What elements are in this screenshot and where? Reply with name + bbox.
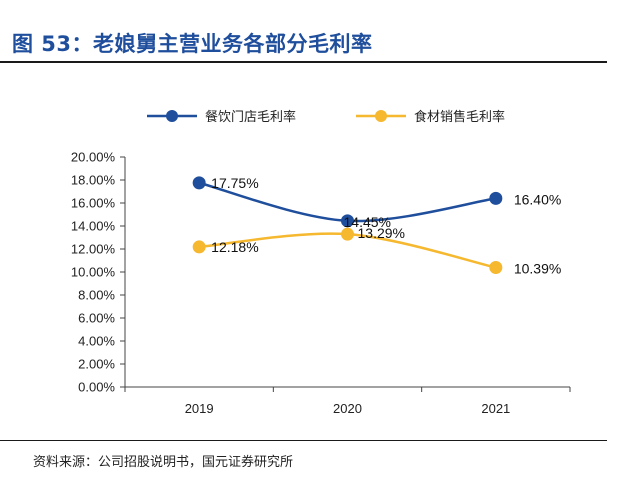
- series-2-point: [192, 240, 206, 254]
- legend-label: 食材销售毛利率: [414, 109, 505, 125]
- series-1-point: [192, 176, 206, 190]
- data-label: 14.45%: [344, 214, 391, 230]
- y-tick-label: 20.00%: [71, 150, 116, 165]
- source-note: 资料来源：公司招股说明书，国元证券研究所: [33, 455, 294, 470]
- y-tick-label: 4.00%: [78, 334, 115, 349]
- y-tick-label: 14.00%: [71, 219, 116, 234]
- y-tick-label: 8.00%: [78, 288, 115, 303]
- data-label: 17.75%: [211, 175, 258, 191]
- source-rule: [0, 440, 607, 441]
- data-label: 12.18%: [211, 239, 258, 255]
- series-layer: [192, 176, 503, 275]
- y-tick-label: 16.00%: [71, 196, 116, 211]
- figure-title: 图 53：老娘舅主营业务各部分毛利率: [12, 32, 373, 56]
- data-labels: 17.75% 14.45% 16.40% 12.18% 13.29% 10.39%: [211, 175, 561, 277]
- series-1-point: [341, 214, 354, 228]
- y-tick-label: 2.00%: [78, 357, 115, 372]
- title-rule: [0, 61, 607, 63]
- data-label: 13.29%: [358, 225, 405, 241]
- y-tick-label: 10.00%: [71, 265, 116, 280]
- legend: 餐饮门店毛利率 食材销售毛利率: [147, 109, 505, 125]
- series-2-point: [489, 261, 503, 275]
- y-tick-label: 6.00%: [78, 311, 115, 326]
- x-tick-label: 2019: [185, 401, 214, 416]
- data-label: 10.39%: [514, 261, 561, 277]
- x-tick-label: 2021: [481, 401, 510, 416]
- legend-marker: [166, 110, 178, 122]
- y-tick-label: 0.00%: [78, 380, 115, 395]
- data-label: 16.40%: [514, 191, 561, 207]
- y-tick-label: 12.00%: [71, 242, 116, 257]
- series-1-point: [489, 191, 503, 205]
- series-2-point: [341, 227, 354, 241]
- legend-label: 餐饮门店毛利率: [205, 109, 296, 125]
- legend-marker: [375, 110, 387, 122]
- y-tick-label: 18.00%: [71, 173, 116, 188]
- axes: 0.00% 2.00% 4.00% 6.00% 8.00% 10.00% 12.00% 14.…: [71, 150, 571, 416]
- x-tick-label: 2020: [333, 401, 362, 416]
